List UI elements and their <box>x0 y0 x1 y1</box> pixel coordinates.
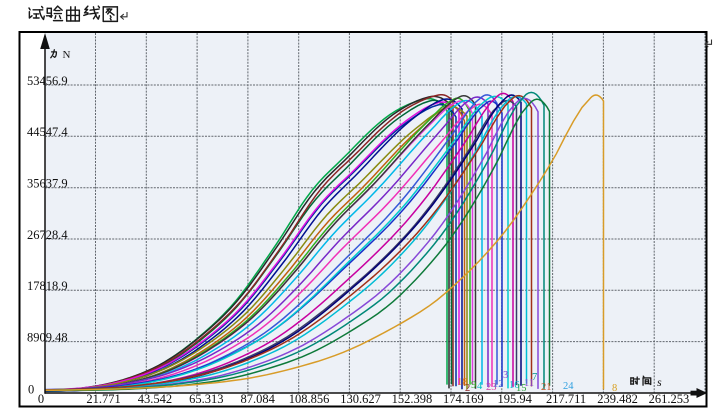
svg-text:26728.4: 26728.4 <box>27 228 68 242</box>
svg-text:195.94: 195.94 <box>498 392 533 406</box>
svg-text:7: 7 <box>532 372 537 383</box>
svg-text:44547.4: 44547.4 <box>27 125 68 139</box>
svg-text:35637.9: 35637.9 <box>27 177 68 191</box>
svg-text:s: s <box>657 375 662 389</box>
svg-text:108.856: 108.856 <box>289 392 330 406</box>
svg-text:21: 21 <box>541 382 552 393</box>
svg-text:11: 11 <box>524 378 534 389</box>
svg-text:15: 15 <box>516 383 527 394</box>
svg-text:0: 0 <box>38 392 44 406</box>
svg-text:21.771: 21.771 <box>86 392 120 406</box>
svg-text:8909.48: 8909.48 <box>27 331 68 345</box>
svg-text:N: N <box>63 49 71 61</box>
svg-text:16: 16 <box>509 380 520 391</box>
svg-text:239.482: 239.482 <box>597 392 638 406</box>
svg-text:152.398: 152.398 <box>392 392 433 406</box>
svg-text:23: 23 <box>486 382 497 393</box>
svg-text:87.084: 87.084 <box>241 392 276 406</box>
svg-text:130.627: 130.627 <box>340 392 381 406</box>
svg-text:174.169: 174.169 <box>443 392 484 406</box>
svg-text:17818.9: 17818.9 <box>27 279 68 293</box>
svg-text:3: 3 <box>503 370 508 381</box>
svg-text:0: 0 <box>28 383 34 397</box>
svg-text:53456.9: 53456.9 <box>27 74 68 88</box>
svg-text:9: 9 <box>471 380 476 391</box>
svg-text:24: 24 <box>563 381 574 392</box>
svg-text:18: 18 <box>457 377 468 388</box>
svg-text:43.542: 43.542 <box>138 392 172 406</box>
svg-text:65.313: 65.313 <box>189 392 223 406</box>
svg-text:4: 4 <box>477 381 483 392</box>
svg-text:217.711: 217.711 <box>546 392 586 406</box>
svg-text:8: 8 <box>612 383 617 394</box>
svg-text:2: 2 <box>465 383 470 394</box>
svg-text:12: 12 <box>493 379 504 390</box>
svg-text:261.253: 261.253 <box>649 392 690 406</box>
